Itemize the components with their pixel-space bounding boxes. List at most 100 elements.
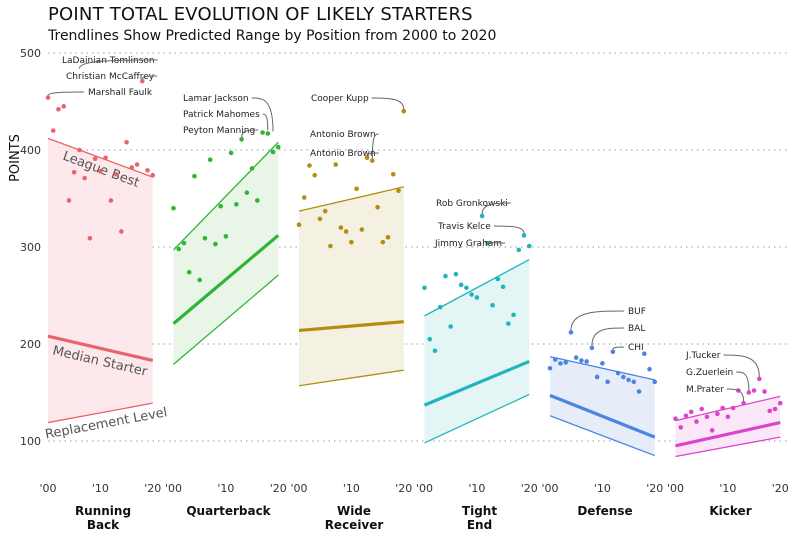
- data-point: [568, 330, 574, 335]
- data-point: [181, 240, 187, 246]
- data-point: [621, 374, 626, 380]
- data-point: [176, 246, 182, 252]
- y-tick-label: 400: [20, 144, 41, 157]
- data-point: [631, 379, 637, 385]
- data-point: [385, 235, 391, 240]
- x-tick-label: '10: [719, 482, 736, 495]
- annotation-connector: [141, 75, 158, 80]
- data-point: [197, 277, 202, 283]
- x-tick-label: '00: [165, 482, 182, 495]
- x-tick-label: '20: [772, 482, 789, 495]
- annotation-connector: [493, 225, 525, 234]
- x-tick-label: '10: [217, 482, 234, 495]
- data-point: [333, 162, 338, 167]
- data-point: [380, 239, 386, 245]
- position-label: Quarterback: [186, 504, 271, 518]
- annotation-connector: [371, 97, 405, 110]
- data-point: [228, 150, 234, 156]
- position-label: Receiver: [325, 518, 384, 532]
- data-point: [71, 170, 77, 175]
- x-tick-label: '20: [395, 482, 412, 495]
- data-point: [103, 155, 108, 161]
- x-tick-label: '00: [290, 482, 307, 495]
- data-point: [683, 413, 689, 419]
- annotation-connector: [591, 327, 625, 346]
- data-point: [396, 188, 401, 194]
- data-point: [746, 390, 752, 395]
- data-point: [500, 284, 506, 290]
- point-annotation: M.Prater: [686, 385, 724, 395]
- y-tick-label: 500: [20, 47, 41, 60]
- data-point: [720, 405, 725, 411]
- trendline-best: [47, 137, 153, 178]
- data-point: [275, 144, 281, 150]
- data-point: [255, 198, 260, 203]
- trendline-replacement: [549, 415, 655, 457]
- data-point: [495, 276, 501, 282]
- data-point: [474, 295, 480, 300]
- y-tick-label: 100: [20, 435, 41, 448]
- data-point: [312, 172, 318, 178]
- x-tick-label: '00: [416, 482, 433, 495]
- data-point: [626, 377, 631, 383]
- data-point: [98, 169, 103, 174]
- point-annotation: Rob Gronkowski: [436, 199, 508, 209]
- data-point: [772, 406, 778, 412]
- data-point: [579, 358, 584, 363]
- x-tick-label: '00: [541, 482, 558, 495]
- data-point: [704, 414, 710, 420]
- data-point: [375, 204, 380, 210]
- data-point: [328, 243, 333, 249]
- trendline-median: [423, 359, 530, 407]
- data-point: [343, 229, 349, 234]
- data-point: [437, 304, 443, 310]
- data-point: [223, 234, 229, 239]
- data-point: [751, 388, 757, 393]
- data-point: [516, 247, 522, 253]
- data-point: [636, 389, 642, 394]
- trendline-median: [172, 234, 280, 325]
- annotation-connector: [262, 113, 269, 131]
- x-tick-label: '10: [468, 482, 485, 495]
- data-point: [573, 355, 579, 360]
- data-point: [317, 216, 323, 222]
- data-point: [322, 208, 328, 214]
- data-point: [777, 400, 783, 406]
- data-point: [56, 106, 61, 112]
- data-point: [249, 166, 255, 171]
- data-point: [615, 370, 621, 376]
- data-point: [673, 416, 678, 421]
- point-annotation: BAL: [628, 324, 645, 334]
- point-annotation: Cooper Kupp: [311, 94, 369, 104]
- data-point: [186, 269, 192, 275]
- panel-defense: BUF BAL CHI '00 '10 '20 Defense: [541, 307, 663, 518]
- data-point: [594, 374, 600, 380]
- panel-kicker: J.Tucker G.Zuerlein M.Prater '00 '10 '20 Kicke…: [667, 351, 789, 518]
- trendline-best: [173, 141, 279, 251]
- annotation-connector: [726, 388, 745, 402]
- data-point: [192, 173, 197, 179]
- trendline-median: [47, 334, 154, 363]
- position-label: Tight: [462, 504, 497, 518]
- data-point: [422, 285, 427, 291]
- data-point: [511, 312, 516, 318]
- data-point: [730, 405, 736, 411]
- y-tick-label: 300: [20, 241, 41, 254]
- point-annotation: J.Tucker: [685, 351, 721, 361]
- data-point: [87, 235, 93, 241]
- x-tick-label: '10: [92, 482, 109, 495]
- annotation-connector: [570, 310, 625, 331]
- data-point: [307, 163, 312, 168]
- trend-band: [424, 259, 530, 443]
- data-point: [458, 282, 464, 288]
- data-point: [641, 351, 647, 357]
- position-label: Running: [75, 504, 131, 518]
- data-point: [427, 336, 433, 342]
- data-point: [552, 357, 558, 362]
- data-point: [92, 156, 98, 162]
- data-point: [82, 175, 87, 181]
- panel-quarterback: Lamar Jackson Patrick Mahomes Peyton Manni…: [165, 94, 287, 518]
- data-point: [605, 379, 610, 385]
- data-point: [108, 198, 114, 203]
- trendline-replacement: [47, 402, 153, 424]
